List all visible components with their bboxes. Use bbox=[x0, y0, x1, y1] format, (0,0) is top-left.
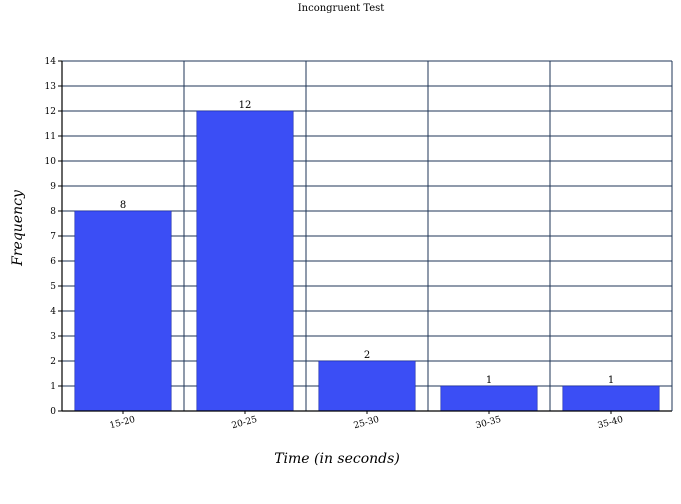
data-label: 8 bbox=[120, 200, 126, 211]
axes bbox=[58, 60, 673, 414]
y-tick-label: 0 bbox=[50, 407, 56, 417]
bar bbox=[440, 385, 538, 412]
data-label: 1 bbox=[608, 375, 614, 386]
y-tick-label: 10 bbox=[45, 157, 57, 167]
bar bbox=[196, 110, 294, 412]
y-tick-label: 3 bbox=[50, 332, 56, 342]
data-label: 2 bbox=[364, 350, 370, 361]
bar bbox=[74, 210, 172, 412]
labels: 01234567891011121314815-201220-25225-301… bbox=[45, 57, 625, 431]
chart-title: Incongruent Test bbox=[298, 3, 385, 14]
y-tick-label: 9 bbox=[50, 182, 56, 192]
y-tick-label: 7 bbox=[50, 232, 56, 242]
bar bbox=[562, 385, 660, 412]
y-tick-label: 1 bbox=[50, 382, 56, 392]
bar bbox=[318, 360, 416, 412]
y-tick-label: 11 bbox=[45, 132, 56, 142]
bars bbox=[74, 110, 660, 412]
y-tick-label: 12 bbox=[45, 107, 56, 117]
y-tick-label: 5 bbox=[50, 282, 56, 292]
y-tick-label: 8 bbox=[50, 207, 56, 217]
y-tick-label: 14 bbox=[45, 57, 57, 67]
data-label: 1 bbox=[486, 375, 492, 386]
y-tick-label: 4 bbox=[50, 307, 56, 317]
x-axis-label: Time (in seconds) bbox=[274, 451, 400, 467]
y-tick-label: 6 bbox=[50, 257, 56, 267]
y-tick-label: 2 bbox=[50, 357, 56, 367]
data-label: 12 bbox=[239, 100, 252, 111]
y-axis-label: Frequency bbox=[10, 189, 26, 267]
y-tick-label: 13 bbox=[45, 82, 57, 92]
